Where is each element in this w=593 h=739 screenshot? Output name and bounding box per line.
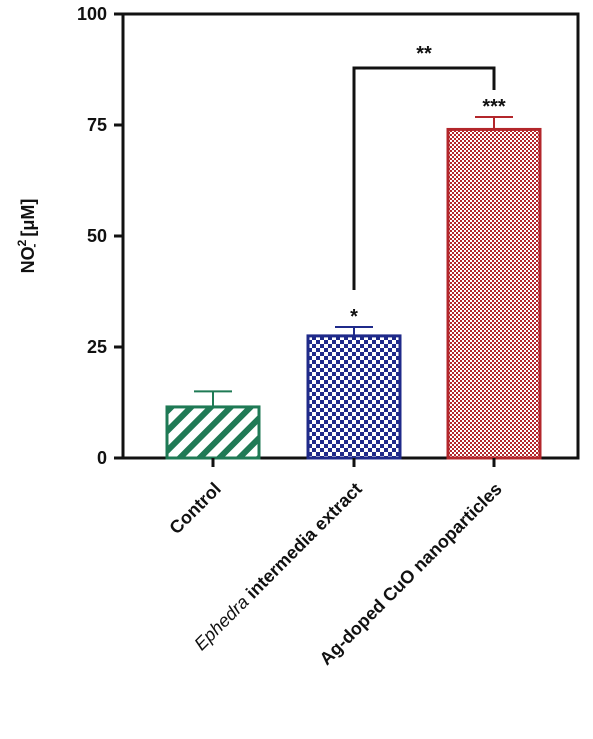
significance-label: *** <box>482 96 506 118</box>
y-tick-label: 0 <box>97 448 107 468</box>
category-label: Ephedra intermedia extract <box>190 479 365 654</box>
bar <box>446 127 542 460</box>
y-tick-label: 50 <box>87 226 107 246</box>
significance-label: * <box>350 306 358 328</box>
y-tick-label: 100 <box>77 4 107 24</box>
y-axis-label: NO2- [μM] <box>15 199 41 274</box>
comparison-bracket <box>352 66 496 290</box>
bar <box>165 405 261 460</box>
bar <box>306 334 402 460</box>
comparison-label: ** <box>416 43 432 65</box>
y-tick-label: 75 <box>87 115 107 135</box>
y-tick-label: 25 <box>87 337 107 357</box>
category-label: Control <box>165 479 224 538</box>
